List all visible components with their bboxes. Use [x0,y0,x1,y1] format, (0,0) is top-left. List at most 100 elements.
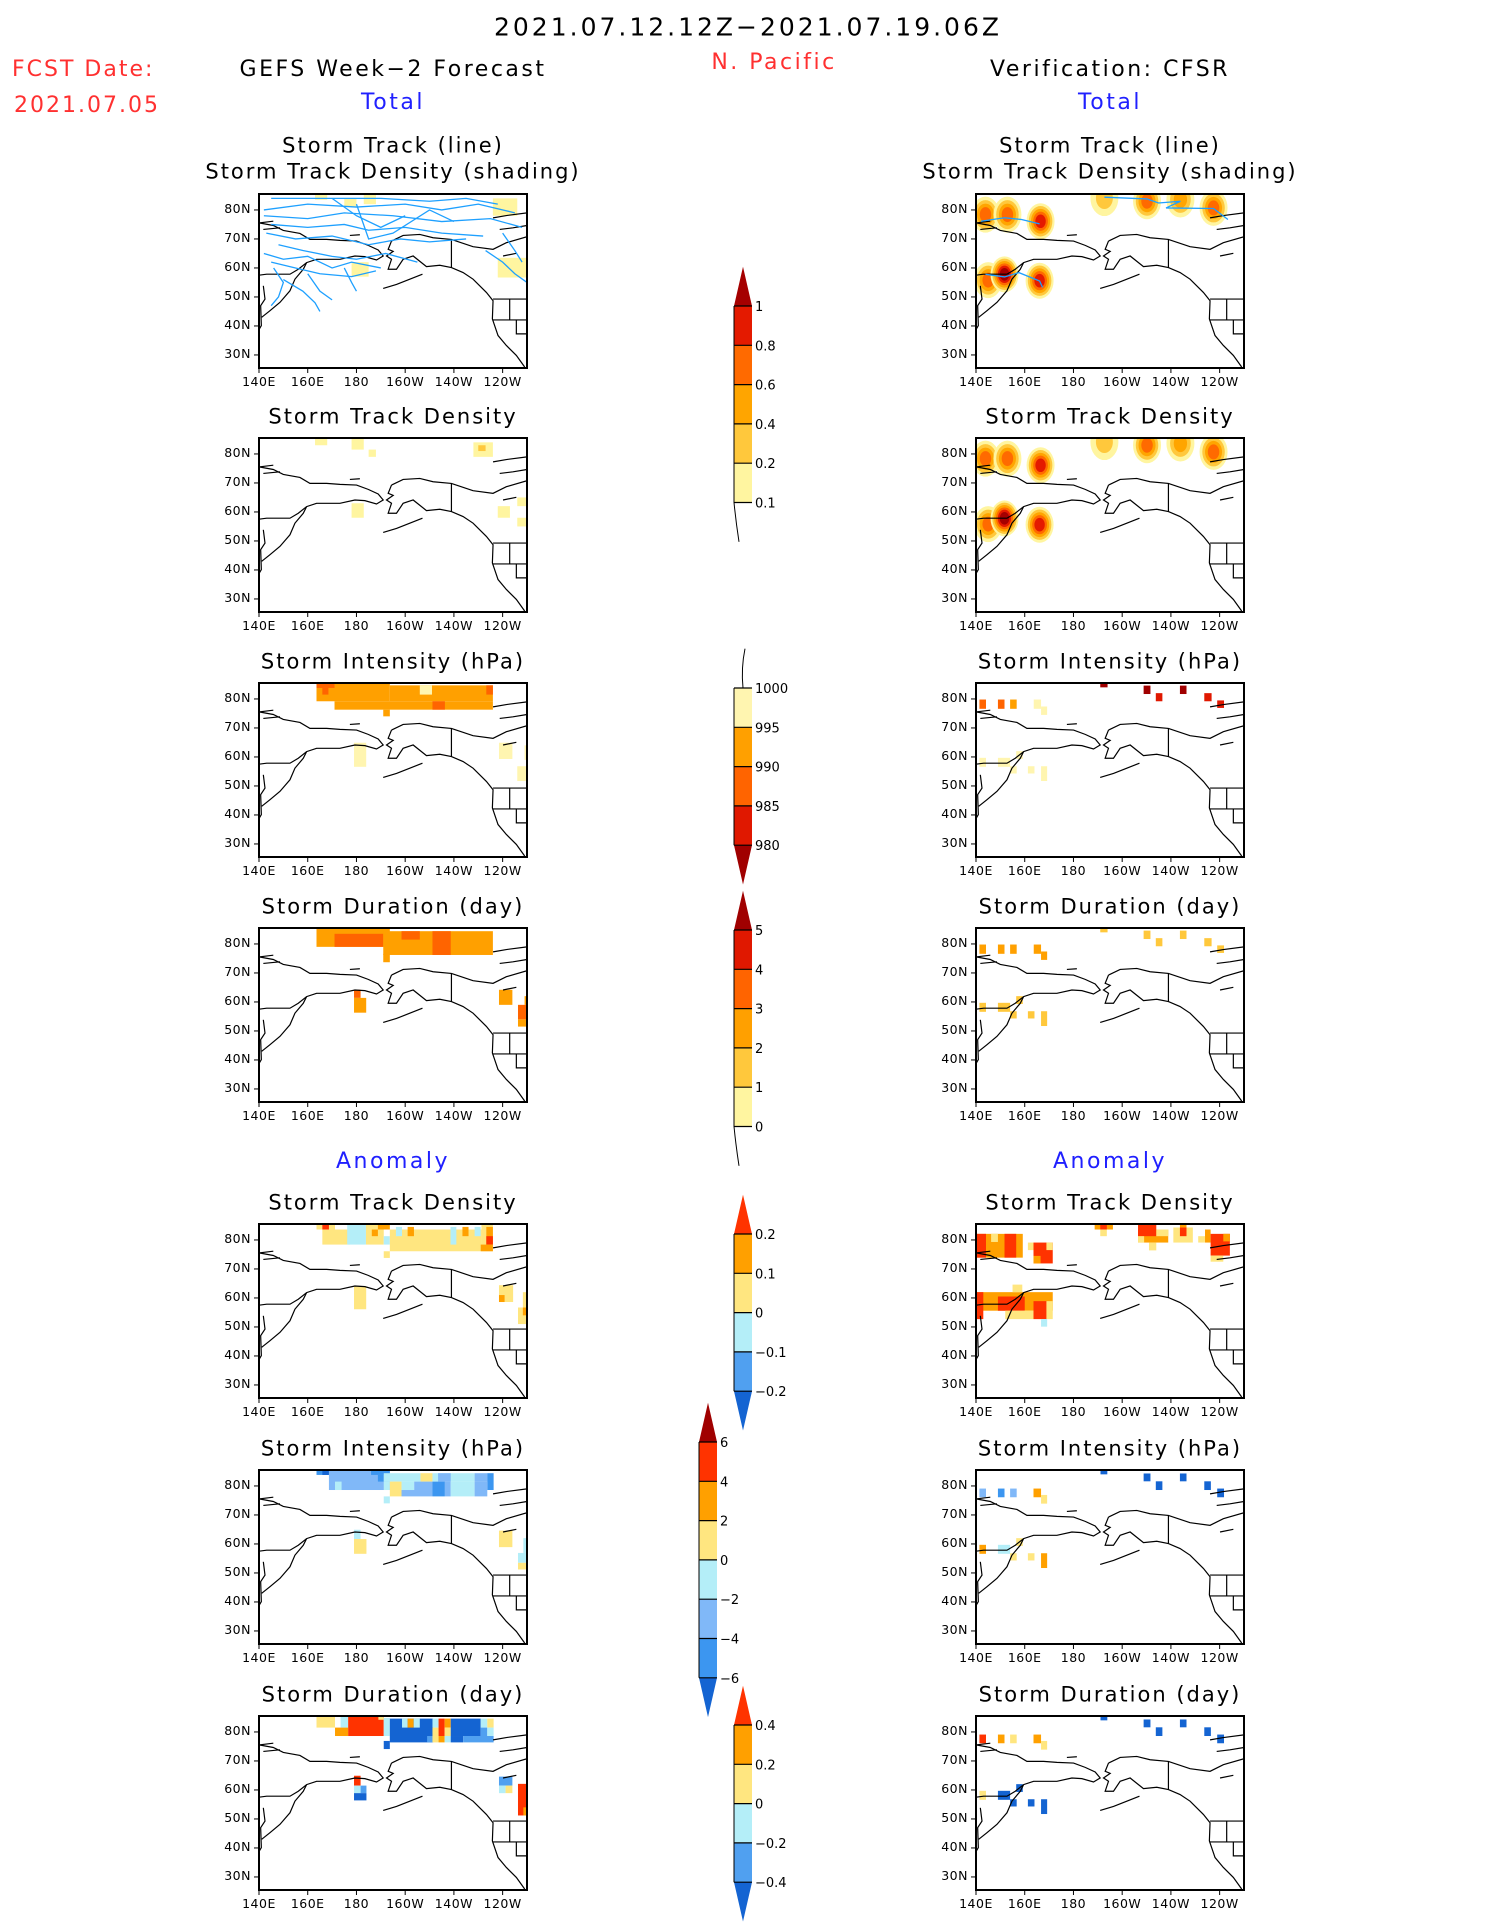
anomaly-label-right: Anomaly [1053,1149,1167,1174]
lon-tick-label: 140E [242,1650,276,1665]
coastline [515,1841,527,1857]
fcst-date-value: 2021.07.05 [14,93,160,118]
coastline [515,1053,527,1069]
colorbar-segment [734,727,752,767]
lon-tick-label: 160E [290,374,325,389]
grid-cell [997,757,1011,767]
grid-cell [517,1307,527,1325]
total-label-left: Total [361,90,425,115]
grid-cell [383,1236,390,1245]
grid-cell [383,953,390,963]
lat-tick-label: 40N [224,1050,251,1066]
grid-cell [522,1307,527,1316]
coastline [1219,1528,1234,1533]
colorbar-label: 1 [755,1081,763,1096]
grid-cell [383,1473,421,1482]
storm-track-line [502,232,523,263]
grid-cell [498,1295,505,1303]
coastline [1219,1282,1234,1287]
map-frame [975,437,1245,613]
coastline [385,729,526,857]
grid-cell [371,1229,378,1237]
region-label: N. Pacific [711,50,837,75]
lat-tick-label: 30N [941,1621,968,1637]
lon-tick-label: 140E [959,1896,993,1911]
coastline [349,723,360,726]
grid-cell [1204,1481,1211,1491]
map-frame [258,437,528,613]
lon-tick-label: 160W [1103,1108,1142,1123]
lon-tick-label: 120W [1200,374,1239,389]
lat-tick-label: 60N [941,502,968,518]
grid-cell [1005,1310,1034,1320]
grid-cell [463,1736,494,1743]
grid-cell [438,1473,451,1482]
lon-tick-label: 180 [1060,1650,1087,1665]
lon-tick-label: 160W [386,1896,425,1911]
lon-tick-label: 180 [343,1650,370,1665]
colorbar-label: 0.1 [755,497,776,512]
coastline [1102,729,1243,857]
coastline [383,762,423,779]
lon-tick-label: 140E [959,1650,993,1665]
grid-cell [1156,1229,1169,1237]
coastline [1232,1349,1244,1365]
lon-tick-label: 180 [1060,1404,1087,1419]
grid-cell [979,1002,986,1012]
grid-cell [976,1233,986,1258]
lon-tick-label: 180 [343,1108,370,1123]
grid-cell [444,1481,451,1497]
lat-tick-label: 80N [941,200,968,216]
colorbar-label: 0.2 [755,1758,776,1773]
colorbar-label: 0.2 [755,457,776,472]
grid-cell [315,194,328,200]
grid-cell [1041,1799,1048,1815]
colorbar-segment [734,805,752,846]
coastline [1102,484,1243,612]
density-blob [1001,451,1014,467]
coastline [259,1250,274,1254]
grid-cell [979,757,986,767]
coastline [1100,273,1140,290]
verification-track-density-map [971,193,1245,373]
grid-cell [407,1718,414,1728]
grid-cell [997,1002,1011,1012]
coastline [259,1496,274,1500]
coastline [259,1807,266,1852]
coastline [1108,1509,1244,1526]
verification-density-anomaly-map [971,1223,1245,1403]
coastline [976,285,983,330]
colorbar-segment [734,969,752,1009]
lon-tick-label: 140E [959,1108,993,1123]
panel-title: Storm Track (line) [999,133,1221,158]
grid-cell [419,685,432,695]
coastline [261,506,308,562]
grid-cell [354,1793,367,1801]
grid-cell [1179,1224,1187,1228]
lat-tick-label: 30N [941,834,968,850]
grid-cell [1100,1716,1108,1721]
lat-tick-label: 50N [941,1563,968,1579]
lon-tick-label: 140W [434,1404,474,1419]
colorbar-label: −4 [720,1633,739,1648]
lat-tick-label: 70N [941,718,968,734]
coastline [383,517,423,534]
grid-cell [354,989,361,998]
coastline [980,1257,998,1261]
coastline [976,1742,991,1746]
colorbar-label: −0.1 [755,1346,787,1361]
lon-tick-label: 140E [242,1108,276,1123]
colorbar-segment [699,1638,717,1678]
lon-tick-label: 180 [343,863,370,878]
lat-tick-label: 40N [224,805,251,821]
lat-tick-label: 80N [941,1476,968,1492]
grid-cell [348,1716,384,1737]
grid-cell [420,1473,433,1482]
lon-tick-label: 140W [434,1650,474,1665]
coastline [1209,456,1244,463]
lat-tick-label: 70N [224,1505,251,1521]
verification-density-map [971,437,1245,617]
coastline [349,234,360,237]
lon-tick-label: 180 [1060,1108,1087,1123]
lat-tick-label: 50N [941,1317,968,1333]
